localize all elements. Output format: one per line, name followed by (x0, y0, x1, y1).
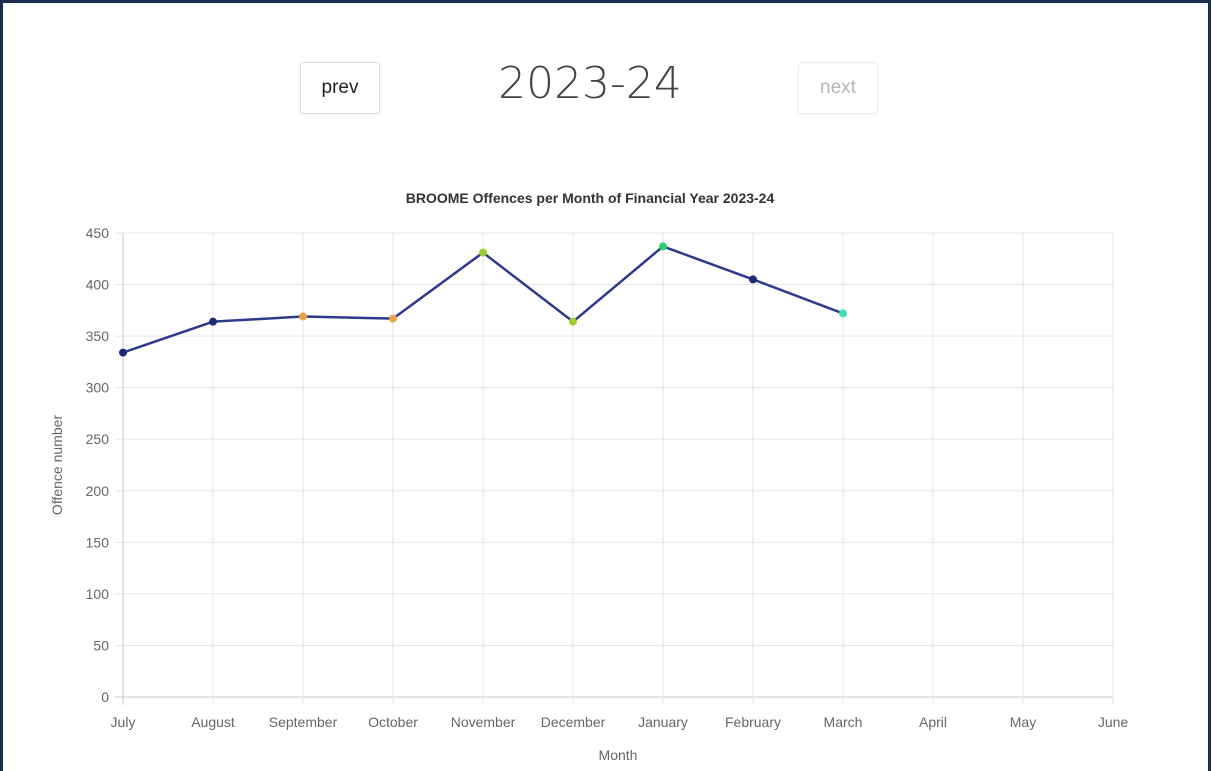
x-tick-label: January (638, 714, 688, 730)
next-button[interactable]: next (798, 62, 878, 114)
data-point[interactable] (299, 312, 307, 321)
x-tick-label: September (269, 714, 338, 730)
y-axis-title: Offence number (49, 415, 65, 515)
chart-title: BROOME Offences per Month of Financial Y… (406, 190, 775, 206)
y-tick-label: 400 (86, 277, 110, 293)
data-point[interactable] (749, 275, 757, 284)
data-point[interactable] (839, 309, 847, 318)
y-tick-label: 200 (86, 483, 110, 499)
y-tick-label: 100 (86, 586, 110, 602)
data-point[interactable] (389, 314, 397, 323)
x-tick-label: June (1098, 714, 1129, 730)
x-tick-label: April (919, 714, 947, 730)
y-tick-label: 0 (101, 689, 109, 705)
x-tick-label: August (191, 714, 235, 730)
data-point[interactable] (569, 317, 577, 326)
y-axis-ticks: 0 50 100 150 200 250 300 350 400 450 (86, 225, 110, 705)
x-tick-label: May (1010, 714, 1036, 730)
data-point[interactable] (659, 242, 667, 251)
prev-button[interactable]: prev (300, 62, 380, 114)
year-title: 2023-24 (498, 58, 682, 109)
data-point[interactable] (119, 348, 127, 357)
y-tick-label: 50 (93, 637, 109, 653)
x-tick-label: February (725, 714, 781, 730)
x-tick-label: October (368, 714, 418, 730)
chart-grid (115, 232, 1114, 705)
chart-series (119, 242, 847, 357)
y-tick-label: 150 (86, 534, 110, 550)
x-tick-label: December (541, 714, 606, 730)
y-tick-label: 350 (86, 328, 110, 344)
y-tick-label: 250 (86, 431, 110, 447)
y-tick-label: 300 (86, 380, 110, 396)
y-tick-label: 450 (86, 225, 110, 241)
x-tick-label: March (824, 714, 863, 730)
data-point[interactable] (209, 317, 217, 326)
x-tick-label: November (451, 714, 516, 730)
data-point[interactable] (479, 248, 487, 257)
x-axis-ticks: July August September October November Decemb… (111, 714, 1129, 730)
x-axis-title: Month (599, 747, 638, 763)
x-tick-label: July (111, 714, 136, 730)
